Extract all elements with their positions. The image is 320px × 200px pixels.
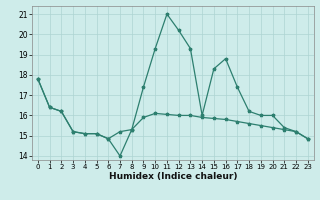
X-axis label: Humidex (Indice chaleur): Humidex (Indice chaleur)	[108, 172, 237, 181]
